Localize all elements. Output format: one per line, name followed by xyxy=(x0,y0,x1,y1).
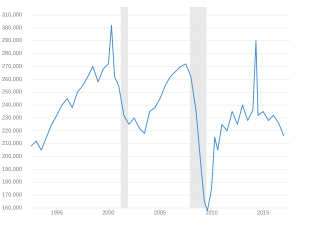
y-tick-label: 290,000 xyxy=(2,38,22,44)
x-tick-label: 2000 xyxy=(102,210,114,216)
x-tick-label: 2005 xyxy=(154,210,166,216)
x-tick-label: 2015 xyxy=(257,210,269,216)
x-tick-label: 2010 xyxy=(205,210,217,216)
y-tick-label: 240,000 xyxy=(2,103,22,109)
x-tick-label: 1995 xyxy=(51,210,63,216)
chart: 160,000 170,000 180,000 190,000 200,000 210,0… xyxy=(2,7,290,216)
y-tick-label: 300,000 xyxy=(2,25,22,31)
y-tick-label: 170,000 xyxy=(2,193,22,199)
data-line xyxy=(30,24,285,212)
y-tick-label: 210,000 xyxy=(2,141,22,147)
y-tick-label: 180,000 xyxy=(2,180,22,186)
y-tick-label: 260,000 xyxy=(2,77,22,83)
y-tick-label: 200,000 xyxy=(2,154,22,160)
recession-band xyxy=(189,7,207,208)
y-tick-label: 280,000 xyxy=(2,51,22,57)
y-tick-label: 250,000 xyxy=(2,90,22,96)
y-tick-label: 160,000 xyxy=(2,205,22,211)
y-tick-label: 230,000 xyxy=(2,115,22,121)
y-tick-label: 190,000 xyxy=(2,167,22,173)
y-tick-label: 220,000 xyxy=(2,128,22,134)
y-tick-label: 310,000 xyxy=(2,12,22,18)
recession-band xyxy=(120,7,128,208)
page: 160,000 170,000 180,000 190,000 200,000 210,0… xyxy=(2,7,290,217)
y-tick-label: 270,000 xyxy=(2,64,22,70)
